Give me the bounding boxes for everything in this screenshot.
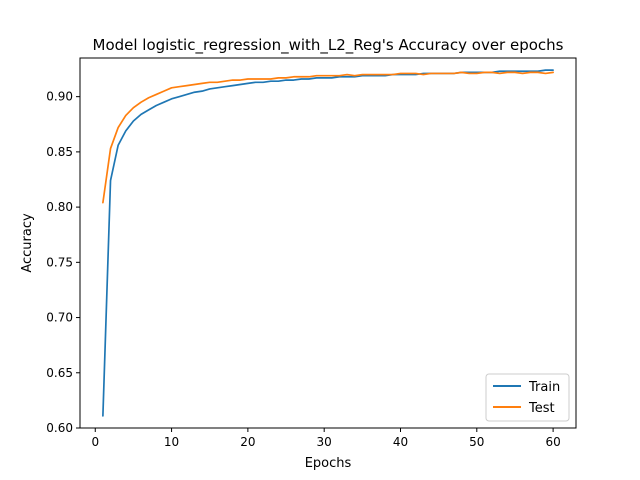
x-axis-label: Epochs xyxy=(305,456,352,471)
x-tick-label: 30 xyxy=(317,435,332,449)
chart-title: Model logistic_regression_with_L2_Reg's … xyxy=(93,36,564,55)
legend-label-train: Train xyxy=(528,380,560,395)
y-tick-label: 0.70 xyxy=(46,311,73,325)
chart-legend: Train Test xyxy=(485,373,570,422)
series-line-test xyxy=(102,71,554,204)
y-tick-label: 0.75 xyxy=(46,255,73,269)
x-tick-label: 10 xyxy=(164,435,179,449)
legend-label-test: Test xyxy=(528,401,555,416)
x-axis-ticks: 0 10 20 30 40 50 60 xyxy=(91,428,561,449)
y-tick-label: 0.80 xyxy=(46,200,73,214)
x-tick-label: 20 xyxy=(240,435,255,449)
y-axis-label: Accuracy xyxy=(20,213,35,273)
y-axis-ticks: 0.60 0.65 0.70 0.75 0.80 0.85 0.90 xyxy=(46,90,80,435)
plot-area: 0 10 20 30 40 50 60 0.600.650.700.750.800.850.… xyxy=(46,57,577,449)
y-tick-label: 0.60 xyxy=(46,421,73,435)
plot-frame xyxy=(79,57,577,429)
x-tick-label: 50 xyxy=(469,435,484,449)
y-tick-label: 0.90 xyxy=(46,90,73,104)
y-tick-label: 0.65 xyxy=(46,366,73,380)
x-tick-label: 40 xyxy=(393,435,408,449)
x-tick-label: 0 xyxy=(91,435,99,449)
y-tick-label: 0.85 xyxy=(46,145,73,159)
series-lines xyxy=(102,69,554,417)
x-tick-label: 60 xyxy=(545,435,560,449)
series-line-train xyxy=(102,69,554,417)
